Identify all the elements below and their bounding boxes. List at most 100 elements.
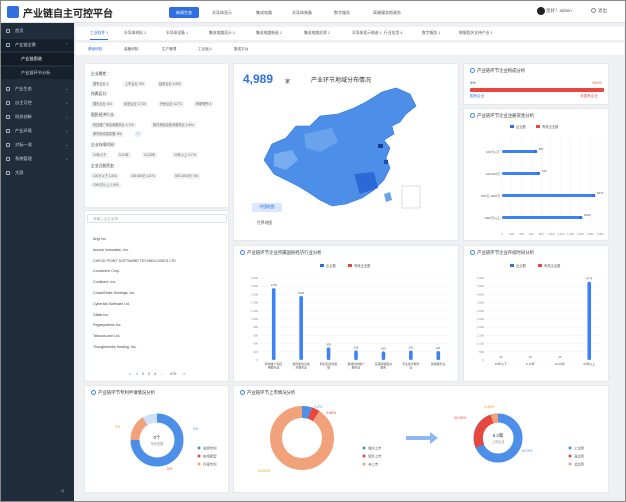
tab-0[interactable]: 工业软件 1 <box>90 27 109 40</box>
bar <box>271 288 276 360</box>
pagination-item[interactable]: 4 <box>154 372 157 376</box>
filter-chip[interactable]: 10-20年 <box>142 152 158 158</box>
logout-button[interactable]: 退出 <box>598 8 607 13</box>
tab-8[interactable]: 数字服务 1 <box>422 31 441 35</box>
filter-chip[interactable]: 独资企业 4,990 <box>157 81 183 87</box>
sidebar-collapse-button[interactable]: < <box>61 489 65 495</box>
topnav-item-0[interactable]: 新闻生态 <box>169 7 199 18</box>
subtab-2[interactable]: 生产管理 <box>162 47 177 51</box>
filter-chip[interactable]: 上市企业 700 <box>123 81 146 87</box>
capital-title: 产业链环节企业注册资金分析 <box>470 113 534 119</box>
y-tick-label: 500 <box>479 350 484 354</box>
tab-7[interactable]: 行业应用 4 <box>384 31 403 35</box>
china-map[interactable] <box>234 64 460 242</box>
sidebar-item-chain[interactable]: 产业链全景 ⌃ <box>1 39 74 51</box>
filter-chip[interactable]: 民营企业 3,730 <box>122 101 148 107</box>
filter-more-button[interactable]: + <box>135 131 141 137</box>
sidebar-item-control[interactable]: 自主可控 ⌄ <box>1 97 74 109</box>
company-list-item[interactable]: Thoughtworks Holding, Inc. <box>93 345 137 349</box>
company-list-item[interactable]: Concentrix Corp. <box>93 269 120 274</box>
listing-legend: 非上市 <box>368 462 379 467</box>
tab-6[interactable]: 半导体显示制造 1 <box>352 31 382 35</box>
company-list-item[interactable]: Angi Inc. <box>93 237 107 241</box>
map-region-qinghai[interactable] <box>304 128 338 152</box>
subtab-3[interactable]: 工业嵌入 <box>198 47 213 51</box>
chevron-down-icon: ⌄ <box>65 114 69 119</box>
filter-chip[interactable]: 100万以下 1,804 <box>91 173 119 179</box>
pagination-item[interactable]: 3 <box>148 372 151 376</box>
sidebar-item-benchmark[interactable]: 对标一流 ⌄ <box>1 139 74 151</box>
filter-chip[interactable]: 研究和试验发展 396 <box>91 131 124 137</box>
innovation-icon <box>6 115 10 119</box>
company-list-item[interactable]: Taboola.com Ltd. <box>93 334 121 339</box>
listing-left-label: 93.63% <box>258 469 271 473</box>
filter-chip[interactable]: 500-1000万 745 <box>173 173 200 179</box>
pagination-item[interactable]: 1 <box>136 372 139 376</box>
capital-value-label: 1873 <box>597 191 604 195</box>
user-avatar[interactable] <box>537 7 545 15</box>
x-tick-label: 业 <box>409 365 412 370</box>
pagination-item[interactable]: > <box>183 372 186 376</box>
filter-chip[interactable]: 国有企业 4 <box>91 81 111 87</box>
filter-chip[interactable]: 10年以下 <box>91 152 109 158</box>
world-map-button[interactable]: 世界地图 <box>257 221 273 225</box>
sidebar-item-chain-analysis[interactable]: 产业链环节分析 <box>1 67 74 79</box>
tab-2[interactable]: 半导体设备 1 <box>166 31 189 35</box>
company-list-item[interactable]: CHECK POINT SOFTWARE TECHNOLOGIES LTD <box>93 258 176 263</box>
sidebar-item-screen[interactable]: 大屏 <box>1 167 74 179</box>
filter-chip[interactable]: 5-10年 <box>117 152 131 158</box>
company-list-item[interactable]: CrowdStrike Holdings, Inc. <box>93 291 136 295</box>
logout-icon[interactable] <box>591 8 596 13</box>
patent-center-sub: 专利总数 <box>151 441 165 446</box>
y-tick-label: 4,500 <box>477 284 484 288</box>
map-region-south[interactable] <box>354 172 378 194</box>
filter-chip[interactable]: 国内企业 104 <box>91 101 114 107</box>
company-list-item[interactable]: Pegasystems Inc. <box>93 323 122 328</box>
sidebar-item-home[interactable]: 首页 <box>1 25 74 37</box>
legend-label: 企业数 <box>326 263 337 268</box>
filter-chip[interactable]: 软件和信息技术服务业 3,404 <box>151 122 196 128</box>
search-input[interactable]: 请输入企业名称 <box>87 214 227 223</box>
company-list-item[interactable]: Confluent, Inc. <box>93 280 117 285</box>
topnav-item-2[interactable]: 集成电路 <box>256 10 272 15</box>
sidebar-item-chain-map[interactable]: 产业链图谱 <box>1 53 74 65</box>
tab-5[interactable]: 集成电路封测 1 <box>304 31 330 35</box>
filter-chip[interactable]: 1000万以上 1,609 <box>91 182 121 188</box>
subtab-0[interactable]: 基础研制 <box>88 47 103 51</box>
sidebar-item-system[interactable]: 系统管理 ⌄ <box>1 153 74 165</box>
filter-chip[interactable]: 外资企业 3,274 <box>158 101 184 107</box>
company-list-item[interactable]: Gitlab Inc. <box>93 312 110 317</box>
tab-4[interactable]: 集成电路制造 1 <box>256 31 282 35</box>
company-list-item[interactable]: Aurora Innovation, Inc. <box>93 247 130 252</box>
pagination-item[interactable]: < <box>129 372 132 376</box>
bar-value-label: 1753 <box>271 283 278 287</box>
tab-1[interactable]: 半导体材料 1 <box>124 31 147 35</box>
topnav-item-4[interactable]: 数字服务 <box>334 10 350 15</box>
chart-icon <box>470 250 475 255</box>
filter-chip[interactable]: 20年以上 4,774 <box>172 152 198 158</box>
subtab-4[interactable]: 集成平台 <box>234 47 249 51</box>
china-map-button[interactable]: 中国地图 <box>252 203 282 212</box>
tab-9[interactable]: 跨境相关支持产业 1 <box>459 31 493 35</box>
map-region-tibet[interactable] <box>274 150 298 170</box>
topnav-item-5[interactable]: 高端服务地政务 <box>373 10 401 15</box>
topnav-item-3[interactable]: 半导体装备 <box>292 10 312 15</box>
map-region-beijing[interactable] <box>378 144 383 148</box>
pagination-item[interactable]: 479 <box>170 372 177 376</box>
filter-chip[interactable]: 100-500万 1,874 <box>129 173 157 179</box>
capital-bar-cap <box>536 171 541 176</box>
subtab-1[interactable]: 装备研制 <box>124 47 139 51</box>
pagination-item[interactable]: ... <box>161 372 165 376</box>
company-list-item[interactable]: CyberArk Software Ltd. <box>93 301 131 306</box>
tab-3[interactable]: 集成电路设计 1 <box>209 31 235 35</box>
pagination-item[interactable]: 2 <box>142 372 145 376</box>
sidebar-item-innovation[interactable]: 科技创新 ⌄ <box>1 111 74 123</box>
topnav-item-1[interactable]: 半导体显示 <box>212 10 232 15</box>
filter-chip[interactable]: 科研院所 4 <box>194 101 214 107</box>
sidebar-item-ecology[interactable]: 产业生态 ⌄ <box>1 83 74 95</box>
sidebar-item-environment[interactable]: 产业环境 ⌄ <box>1 125 74 137</box>
map-region-mainland[interactable] <box>263 87 417 207</box>
map-region-shanghai[interactable] <box>384 160 388 164</box>
map-region-taiwan[interactable] <box>384 192 392 202</box>
filter-chip[interactable]: 科技推广和应用服务业 4,720 <box>91 122 136 128</box>
